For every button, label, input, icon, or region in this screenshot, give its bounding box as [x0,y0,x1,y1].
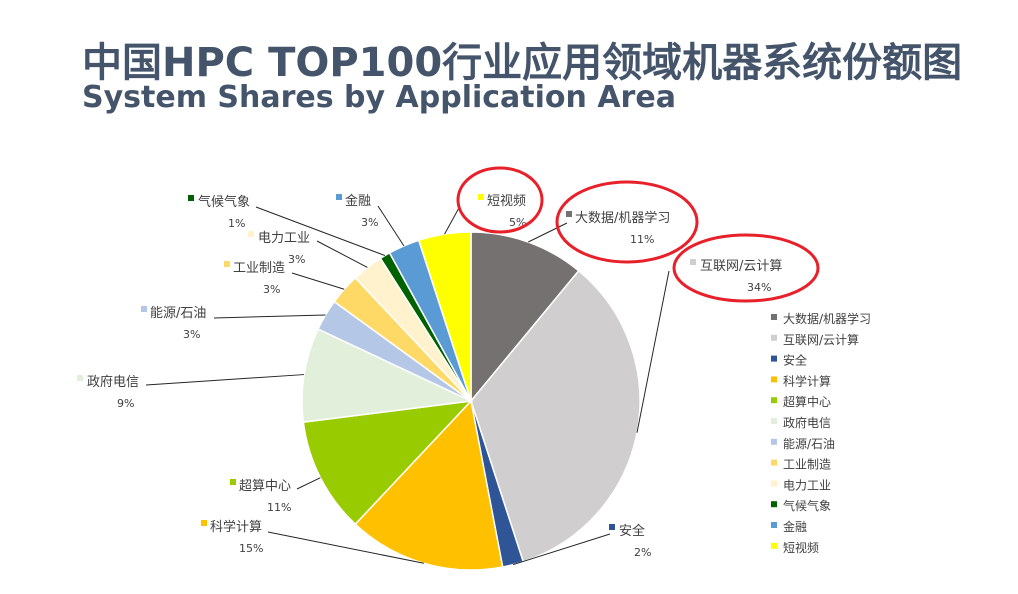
data-label-value: 3% [288,253,305,266]
label-marker [566,211,572,217]
legend-item: 电力工业 [783,478,831,492]
data-label-value: 3% [183,328,200,341]
label-marker [224,261,230,267]
data-label-value: 2% [634,546,651,559]
leader-line [528,222,568,243]
label-marker [478,194,484,200]
legend-item: 超算中心 [783,394,831,409]
label-marker [248,231,254,237]
data-label-value: 3% [263,283,280,296]
data-label-category: 互联网/云计算 [700,259,782,274]
leader-line [636,270,670,433]
data-label-category: 工业制造 [233,261,285,276]
legend-item: 金融 [783,519,807,534]
legend-swatch [771,376,777,383]
data-label-value: 34% [747,281,771,294]
pie-slice [301,328,474,424]
data-label-category: 大数据/机器学习 [575,210,670,226]
leader-line [213,314,326,319]
leader-line [296,477,321,490]
legend-swatch [771,314,777,320]
data-label-category: 超算中心 [239,479,291,494]
legend-item: 政府电信 [783,415,831,430]
legend: 大数据/机器学习互联网/云计算安全科学计算超算中心政府电信能源/石油工业制造电力… [771,311,871,555]
label-marker [230,479,236,485]
highlight-ellipse [456,166,544,234]
label-marker [188,195,194,201]
legend-swatch [771,459,777,466]
legend-item: 大数据/机器学习 [783,311,871,326]
legend-swatch [771,542,777,549]
data-label-value: 1% [228,217,245,230]
legend-swatch [771,397,777,404]
data-labels: 大数据/机器学习 11% 互联网/云计算 34% 安全 2% 科学计算 15% 超算中心 11% 政… [77,193,782,559]
data-label-category: 短视频 [487,194,526,209]
leader-line [255,206,386,257]
legend-swatch [771,355,777,362]
leader-line [267,531,424,564]
legend-swatch [771,334,777,341]
legend-swatch [771,480,777,487]
leader-line [377,205,405,247]
legend-item: 工业制造 [783,458,831,472]
leader-lines [145,205,670,566]
legend-item: 能源/石油 [783,437,835,451]
legend-item: 短视频 [783,540,819,555]
highlight-ellipse [672,233,820,303]
data-label-category: 气候气象 [198,194,250,210]
chart-title: 中国HPC TOP100行业应用领域机器系统份额图 [82,40,963,86]
data-label-category: 能源/石油 [150,306,206,321]
legend-swatch [771,438,777,445]
legend-item: 科学计算 [783,373,831,388]
legend-item: 互联网/云计算 [783,332,859,347]
pie-slice [470,269,641,563]
legend-swatch [771,522,777,528]
legend-item: 安全 [783,353,807,368]
leader-line [316,240,368,268]
pie-slice [417,231,472,402]
label-marker [690,259,696,265]
label-marker [201,520,207,526]
data-label-value: 11% [267,501,291,514]
data-label-value: 9% [117,397,134,410]
label-marker [77,375,83,381]
leader-line [291,272,345,290]
highlight-ellipse [555,180,699,264]
data-label-category: 金融 [345,193,371,209]
leader-line [145,374,305,386]
legend-swatch [771,501,777,508]
pie-slice [470,231,580,404]
label-marker [336,194,342,200]
highlight-circles [456,166,820,303]
data-label-value: 15% [239,542,263,555]
leader-line [444,205,461,235]
pie-slice [354,399,504,571]
data-label-value: 3% [361,216,378,229]
pie-slice [302,399,473,526]
data-label-category: 电力工业 [258,231,310,246]
leader-line [512,533,611,566]
label-marker [141,306,147,312]
data-label-category: 科学计算 [210,519,262,535]
label-marker [609,524,615,530]
pie-slices [301,231,641,571]
data-label-category: 安全 [619,523,645,539]
data-label-value: 11% [630,233,654,246]
chart-subtitle: System Shares by Application Area [82,80,676,115]
legend-item: 气候气象 [783,498,831,513]
data-label-category: 政府电信 [87,375,139,390]
legend-swatch [771,418,777,424]
